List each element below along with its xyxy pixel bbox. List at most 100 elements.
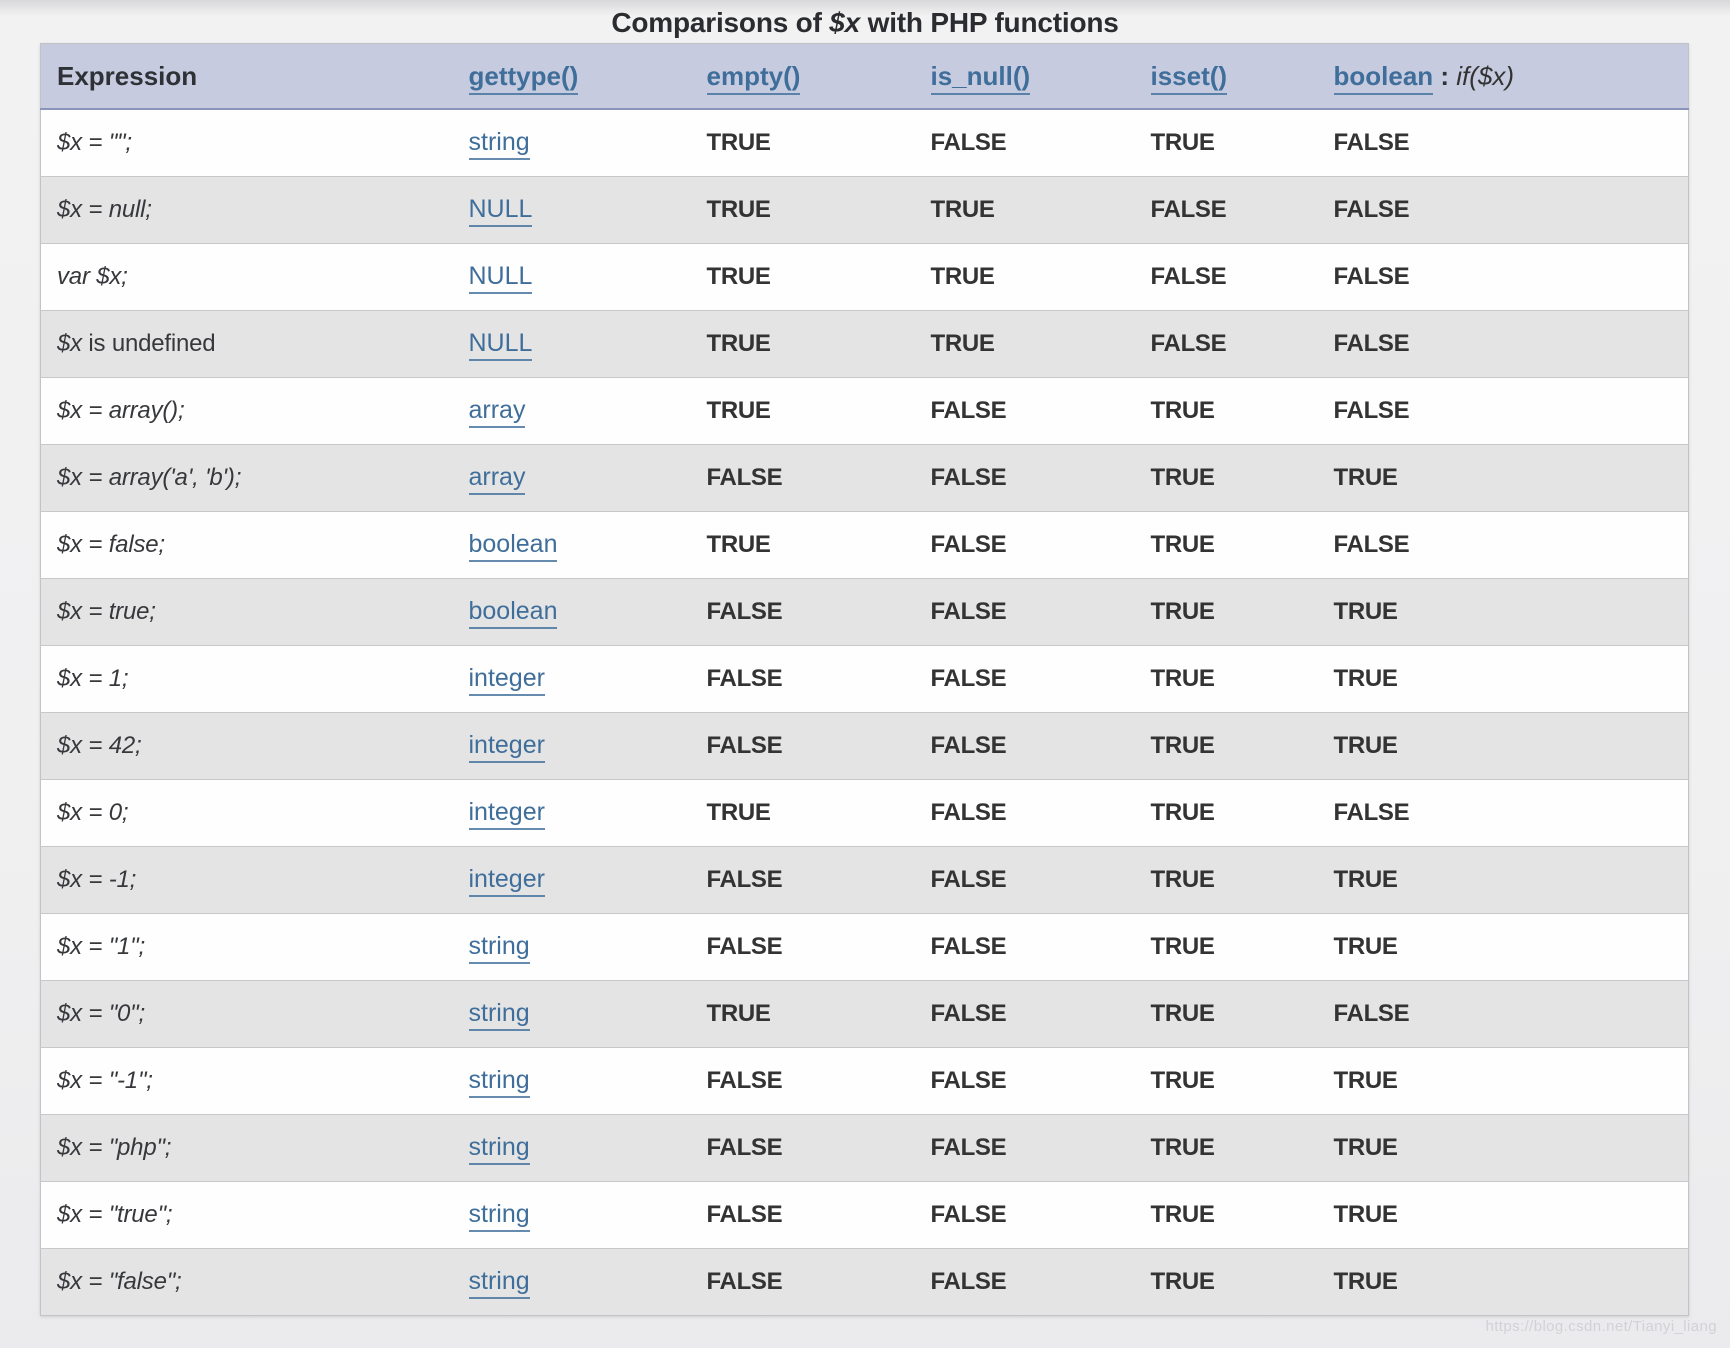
boolean-value: TRUE: [1333, 463, 1398, 491]
boolean-value: FALSE: [1333, 128, 1410, 156]
expression-cell: $x is undefined: [41, 310, 469, 377]
gettype-link[interactable]: array: [468, 396, 526, 428]
is-null-value: FALSE: [930, 396, 1007, 424]
boolean-value: FALSE: [1333, 530, 1410, 558]
is-null-value: FALSE: [930, 1200, 1007, 1228]
col-header-empty: empty(): [706, 43, 931, 110]
expression-text: $x = "false";: [57, 1267, 182, 1295]
boolean-value: FALSE: [1333, 195, 1410, 223]
expression-cell: $x = -1;: [41, 846, 469, 913]
gettype-link[interactable]: string: [468, 1066, 530, 1098]
boolean-value: FALSE: [1333, 798, 1410, 826]
gettype-link[interactable]: integer: [468, 664, 545, 696]
expression-cell: $x = "";: [41, 109, 469, 176]
gettype-header-link[interactable]: gettype(): [468, 60, 579, 95]
expression-cell: $x = false;: [41, 511, 469, 578]
is-null-value: FALSE: [930, 932, 1007, 960]
empty-value: TRUE: [706, 798, 771, 826]
empty-value: TRUE: [706, 999, 771, 1027]
gettype-link[interactable]: array: [468, 463, 526, 495]
expression-cell: $x = 42;: [41, 712, 469, 779]
empty-value: FALSE: [706, 664, 783, 692]
boolean-value: TRUE: [1333, 1200, 1398, 1228]
is-null-header-link[interactable]: is_null(): [930, 60, 1031, 95]
gettype-cell: integer: [468, 645, 707, 712]
gettype-link[interactable]: boolean: [468, 597, 558, 629]
gettype-link[interactable]: integer: [468, 798, 545, 830]
col-header-isset: isset(): [1150, 43, 1334, 110]
gettype-link[interactable]: string: [468, 128, 530, 161]
gettype-link[interactable]: string: [468, 1133, 530, 1165]
table-row: $x = 0; integer TRUE FALSE TRUE FALSE: [40, 779, 1689, 846]
empty-value: FALSE: [706, 932, 783, 960]
is-null-value: TRUE: [930, 329, 995, 357]
gettype-cell: boolean: [468, 578, 707, 645]
expression-text: $x = null;: [57, 195, 152, 223]
gettype-link[interactable]: string: [468, 1200, 530, 1232]
is-null-value: TRUE: [930, 262, 995, 290]
isset-value: TRUE: [1150, 1066, 1215, 1094]
boolean-value: TRUE: [1333, 932, 1398, 960]
boolean-header-link[interactable]: boolean: [1333, 60, 1434, 95]
page-title-post: with PHP functions: [860, 7, 1119, 38]
isset-value: TRUE: [1150, 128, 1215, 156]
empty-value: TRUE: [706, 195, 771, 223]
gettype-cell: string: [468, 1114, 707, 1181]
empty-value: FALSE: [706, 1200, 783, 1228]
gettype-cell: NULL: [468, 310, 707, 377]
expression-text: $x = "-1";: [57, 1066, 153, 1094]
is-null-value: FALSE: [930, 999, 1007, 1027]
is-null-value: FALSE: [930, 597, 1007, 625]
gettype-link[interactable]: NULL: [468, 329, 533, 361]
boolean-value: TRUE: [1333, 865, 1398, 893]
expression-text: $x = true;: [57, 597, 156, 625]
table-row: $x = "-1"; string FALSE FALSE TRUE TRUE: [40, 1047, 1689, 1114]
gettype-link[interactable]: integer: [468, 731, 545, 763]
gettype-link[interactable]: integer: [468, 865, 545, 897]
expression-cell: $x = "-1";: [41, 1047, 469, 1114]
expression-cell: var $x;: [41, 243, 469, 310]
empty-value: TRUE: [706, 530, 771, 558]
header-row: Expression gettype() empty() is_null() i…: [40, 43, 1689, 110]
expression-text: $x = 42;: [57, 731, 142, 759]
is-null-value: FALSE: [930, 530, 1007, 558]
gettype-cell: string: [468, 1181, 707, 1248]
gettype-link[interactable]: NULL: [468, 195, 533, 227]
gettype-cell: string: [468, 913, 707, 980]
watermark: https://blog.csdn.net/Tianyi_liang: [1485, 1318, 1717, 1335]
gettype-link[interactable]: NULL: [468, 262, 533, 294]
is-null-value: FALSE: [930, 664, 1007, 692]
table-row: $x = "true"; string FALSE FALSE TRUE TRU…: [40, 1181, 1689, 1248]
gettype-link[interactable]: string: [468, 1267, 530, 1299]
table-row: $x = -1; integer FALSE FALSE TRUE TRUE: [40, 846, 1689, 913]
gettype-link[interactable]: string: [468, 999, 530, 1031]
empty-value: TRUE: [706, 128, 771, 156]
is-null-value: FALSE: [930, 128, 1007, 156]
gettype-cell: integer: [468, 779, 707, 846]
is-null-value: FALSE: [930, 731, 1007, 759]
gettype-cell: integer: [468, 846, 707, 913]
isset-value: TRUE: [1150, 463, 1215, 491]
page-title: Comparisons of $x with PHP functions: [0, 0, 1730, 44]
is-null-value: FALSE: [930, 798, 1007, 826]
gettype-cell: array: [468, 444, 707, 511]
expression-text: $x = false;: [57, 530, 165, 558]
empty-header-link[interactable]: empty(): [706, 60, 801, 95]
isset-value: TRUE: [1150, 798, 1215, 826]
boolean-value: FALSE: [1333, 396, 1410, 424]
gettype-cell: array: [468, 377, 707, 444]
table-row: $x = "1"; string FALSE FALSE TRUE TRUE: [40, 913, 1689, 980]
boolean-value: TRUE: [1333, 1267, 1398, 1295]
gettype-cell: NULL: [468, 176, 707, 243]
empty-value: FALSE: [706, 731, 783, 759]
expression-text: $x = "true";: [57, 1200, 173, 1228]
table-row: $x = false; boolean TRUE FALSE TRUE FALS…: [40, 511, 1689, 578]
gettype-link[interactable]: boolean: [468, 530, 558, 562]
expression-cell: $x = null;: [41, 176, 469, 243]
empty-value: FALSE: [706, 1066, 783, 1094]
isset-header-link[interactable]: isset(): [1150, 60, 1228, 95]
isset-value: TRUE: [1150, 396, 1215, 424]
gettype-link[interactable]: string: [468, 932, 530, 964]
isset-value: TRUE: [1150, 865, 1215, 893]
table-row: $x = "0"; string TRUE FALSE TRUE FALSE: [40, 980, 1689, 1047]
